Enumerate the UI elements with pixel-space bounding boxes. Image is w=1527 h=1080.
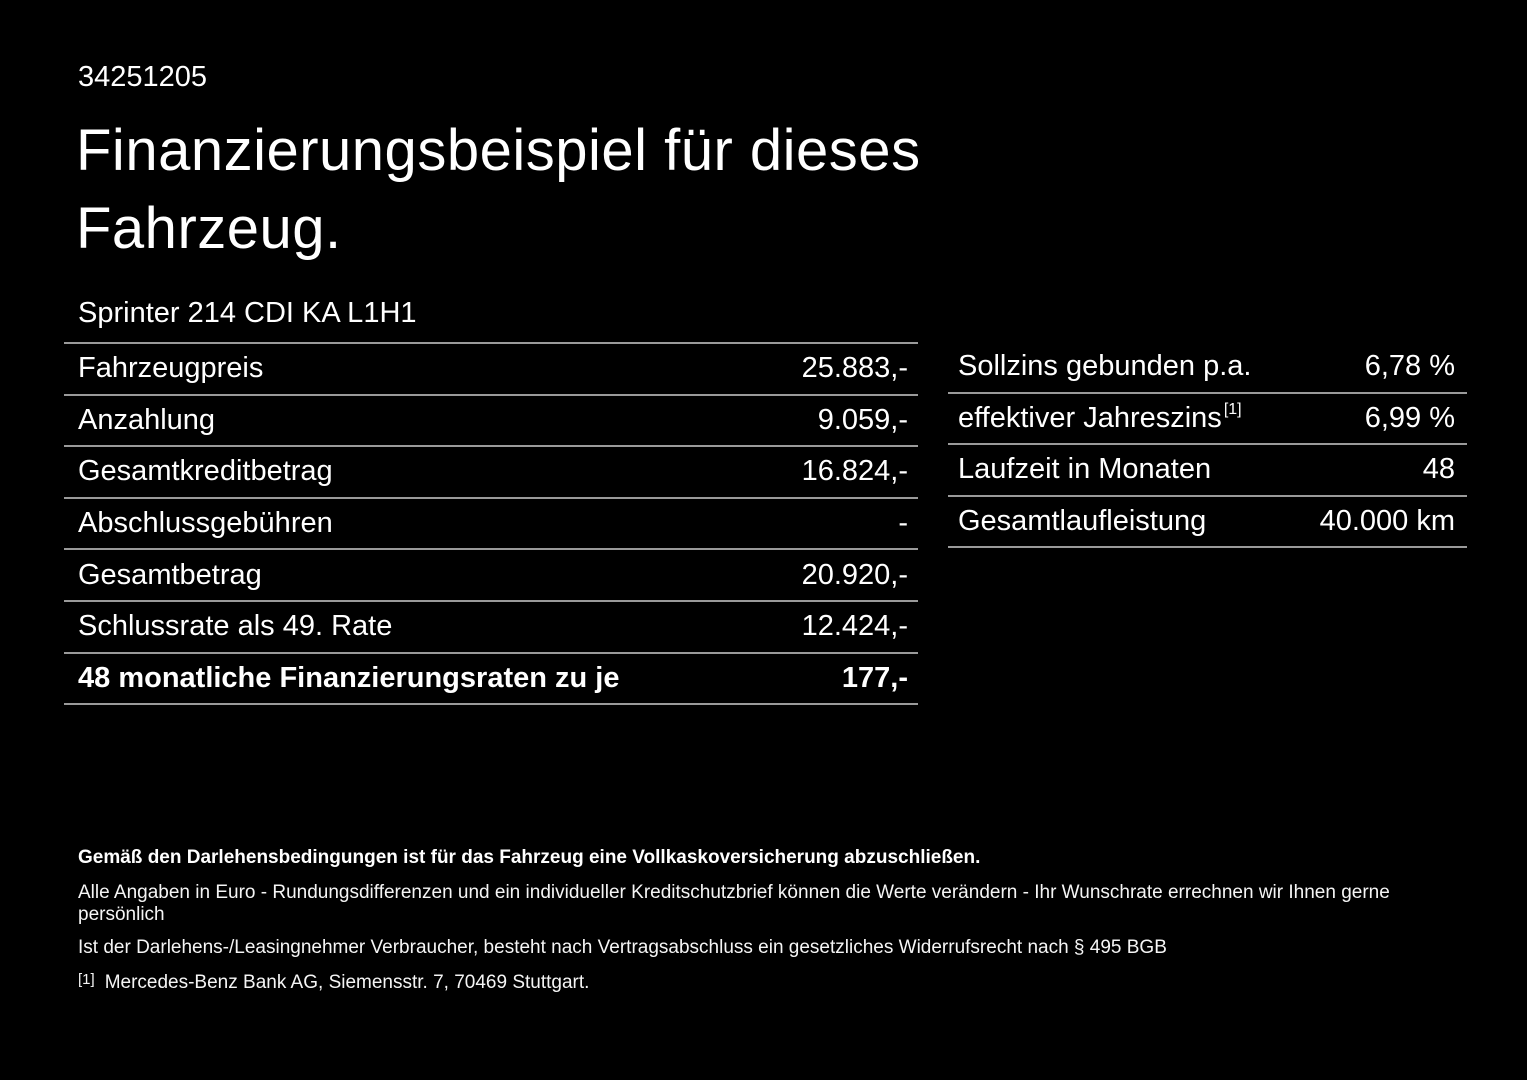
row-value: 20.920,- (801, 558, 908, 591)
footnote-text: Mercedes-Benz Bank AG, Siemensstr. 7, 70… (104, 972, 590, 993)
row-label: Fahrzeugpreis (78, 352, 264, 385)
financing-table-right: Sollzins gebunden p.a. 6,78 % effektiver… (948, 342, 1467, 549)
row-value: 177,- (841, 661, 908, 694)
table-row-gesamtlaufleistung: Gesamtlaufleistung 40.000 km (948, 497, 1467, 549)
footnote-bank: [1] Mercedes-Benz Bank AG, Siemensstr. 7… (78, 971, 1478, 995)
table-row-fahrzeugpreis: Fahrzeugpreis 25.883,- (64, 344, 918, 396)
legal-footer: Gemäß den Darlehensbedingungen ist für d… (78, 847, 1478, 995)
footnote-reference: [1] (1223, 401, 1242, 419)
row-value: 6,99 % (1364, 401, 1455, 434)
vehicle-model: Sprinter 214 CDI KA L1H1 (78, 297, 417, 329)
footnote-mark: [1] (78, 971, 95, 988)
row-value: 16.824,- (801, 455, 908, 488)
row-value: 25.883,- (801, 352, 908, 385)
footer-insurance-note: Gemäß den Darlehensbedingungen ist für d… (78, 847, 981, 868)
row-value: 48 (1422, 453, 1455, 486)
row-value: - (898, 507, 908, 540)
page-title: Finanzierungsbeispiel für dieses Fahrzeug… (76, 112, 921, 268)
row-label: Gesamtkreditbetrag (78, 455, 333, 488)
row-label-text: effektiver Jahreszins (958, 401, 1222, 434)
table-row-schlussrate: Schlussrate als 49. Rate 12.424,- (64, 602, 918, 654)
row-label: effektiver Jahreszins [1] (958, 401, 1242, 435)
table-row-abschlussgebuehren: Abschlussgebühren - (64, 499, 918, 551)
table-row-laufzeit: Laufzeit in Monaten 48 (948, 445, 1467, 497)
row-label: Schlussrate als 49. Rate (78, 610, 393, 643)
row-value: 6,78 % (1364, 350, 1455, 383)
footer-disclaimer-widerruf: Ist der Darlehens-/Leasingnehmer Verbrau… (78, 937, 1167, 958)
financing-table-left: Fahrzeugpreis 25.883,- Anzahlung 9.059,-… (64, 342, 918, 706)
row-label: Gesamtlaufleistung (958, 505, 1207, 538)
row-value: 40.000 km (1319, 505, 1455, 538)
row-value: 12.424,- (801, 610, 908, 643)
table-row-sollzins: Sollzins gebunden p.a. 6,78 % (948, 342, 1467, 394)
footer-disclaimer-euro: Alle Angaben in Euro - Rundungsdifferenz… (78, 882, 1390, 925)
page-title-line1: Finanzierungsbeispiel für dieses (76, 118, 921, 183)
table-row-gesamtbetrag: Gesamtbetrag 20.920,- (64, 550, 918, 602)
row-label: 48 monatliche Finanzierungsraten zu je (78, 661, 620, 694)
row-value: 9.059,- (817, 403, 908, 436)
row-label: Abschlussgebühren (78, 507, 333, 540)
document-number: 34251205 (78, 61, 208, 93)
row-label: Gesamtbetrag (78, 558, 262, 591)
table-row-gesamtkreditbetrag: Gesamtkreditbetrag 16.824,- (64, 447, 918, 499)
row-label: Sollzins gebunden p.a. (958, 350, 1252, 383)
row-label: Laufzeit in Monaten (958, 453, 1212, 486)
row-label: Anzahlung (78, 403, 216, 436)
page-title-line2: Fahrzeug. (76, 196, 342, 261)
table-row-monatsrate: 48 monatliche Finanzierungsraten zu je 1… (64, 654, 918, 706)
table-row-anzahlung: Anzahlung 9.059,- (64, 396, 918, 448)
table-row-effektiver-jahreszins: effektiver Jahreszins [1] 6,99 % (948, 394, 1467, 446)
